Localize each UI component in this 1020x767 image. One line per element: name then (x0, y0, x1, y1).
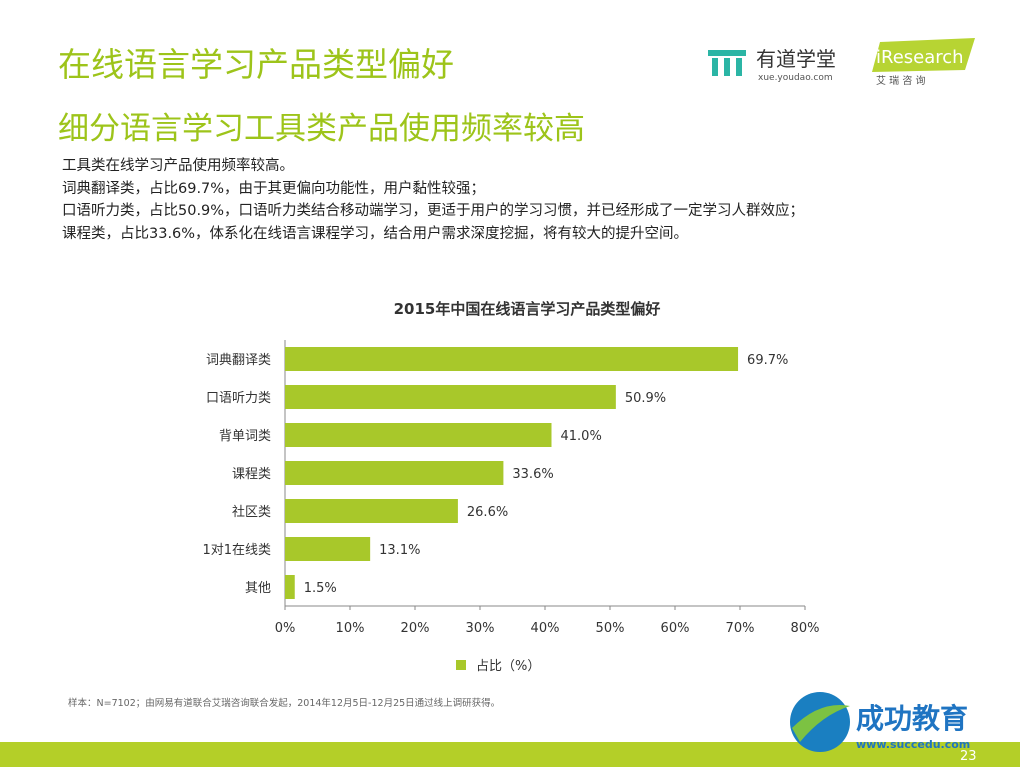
value-label: 69.7% (747, 353, 788, 368)
bar (285, 423, 552, 447)
x-tick-label: 20% (401, 621, 430, 636)
bar (285, 575, 295, 599)
iresearch-logo: iResearch 艾 瑞 咨 询 (872, 38, 975, 87)
bar (285, 461, 504, 485)
legend-label: 占比（%） (476, 659, 540, 674)
y-tick-label: 其他 (245, 581, 271, 596)
y-tick-label: 背单词类 (219, 429, 271, 444)
x-tick-label: 80% (791, 621, 820, 636)
x-tick-label: 30% (466, 621, 495, 636)
bar (285, 537, 371, 561)
x-tick-label: 50% (596, 621, 625, 636)
page-number: 23 (960, 749, 977, 764)
footnote: 样本：N=7102；由网易有道联合艾瑞咨询联合发起，2014年12月5日-12月… (68, 697, 500, 709)
value-label: 33.6% (512, 467, 553, 482)
x-tick-label: 0% (275, 621, 296, 636)
value-label: 50.9% (625, 391, 666, 406)
legend-swatch (456, 660, 466, 670)
youdao-logo: 有道学堂 xue.youdao.com (708, 47, 836, 83)
y-tick-label: 课程类 (232, 467, 271, 482)
y-tick-label: 口语听力类 (206, 391, 271, 406)
bar (285, 347, 739, 371)
value-label: 41.0% (561, 429, 602, 444)
bar (285, 385, 616, 409)
succedu-name: 成功教育 (856, 702, 968, 735)
x-tick-label: 10% (336, 621, 365, 636)
y-tick-label: 词典翻译类 (206, 353, 271, 368)
x-tick-label: 40% (531, 621, 560, 636)
youdao-url: xue.youdao.com (758, 73, 833, 83)
slide-title: 在线语言学习产品类型偏好 (58, 45, 454, 84)
iresearch-name: iResearch (876, 47, 964, 68)
description-line: 课程类，占比33.6%，体系化在线语言课程学习，结合用户需求深度挖掘，将有较大的… (62, 225, 689, 242)
bottom-band (0, 742, 1020, 767)
y-tick-label: 1对1在线类 (202, 543, 271, 558)
y-tick-label: 社区类 (232, 504, 271, 520)
value-label: 13.1% (379, 543, 420, 558)
chart-title: 2015年中国在线语言学习产品类型偏好 (394, 300, 661, 318)
description: 工具类在线学习产品使用频率较高。 词典翻译类，占比69.7%，由于其更偏向功能性… (62, 155, 804, 245)
description-line: 词典翻译类，占比69.7%，由于其更偏向功能性，用户黏性较强； (62, 180, 486, 197)
iresearch-cn: 艾 瑞 咨 询 (876, 74, 926, 87)
description-line: 工具类在线学习产品使用频率较高。 (62, 158, 294, 174)
youdao-name: 有道学堂 (756, 47, 836, 71)
value-label: 26.6% (467, 505, 508, 520)
value-label: 1.5% (304, 581, 337, 596)
succedu-url: www.succedu.com (856, 738, 970, 751)
bar (285, 499, 458, 523)
x-tick-label: 60% (661, 621, 690, 636)
x-tick-label: 70% (726, 621, 755, 636)
slide-subtitle: 细分语言学习工具类产品使用频率较高 (58, 111, 585, 147)
succedu-logo: 成功教育 www.succedu.com (790, 692, 970, 752)
description-line: 口语听力类，占比50.9%，口语听力类结合移动端学习，更适于用户的学习习惯，并已… (62, 203, 805, 219)
